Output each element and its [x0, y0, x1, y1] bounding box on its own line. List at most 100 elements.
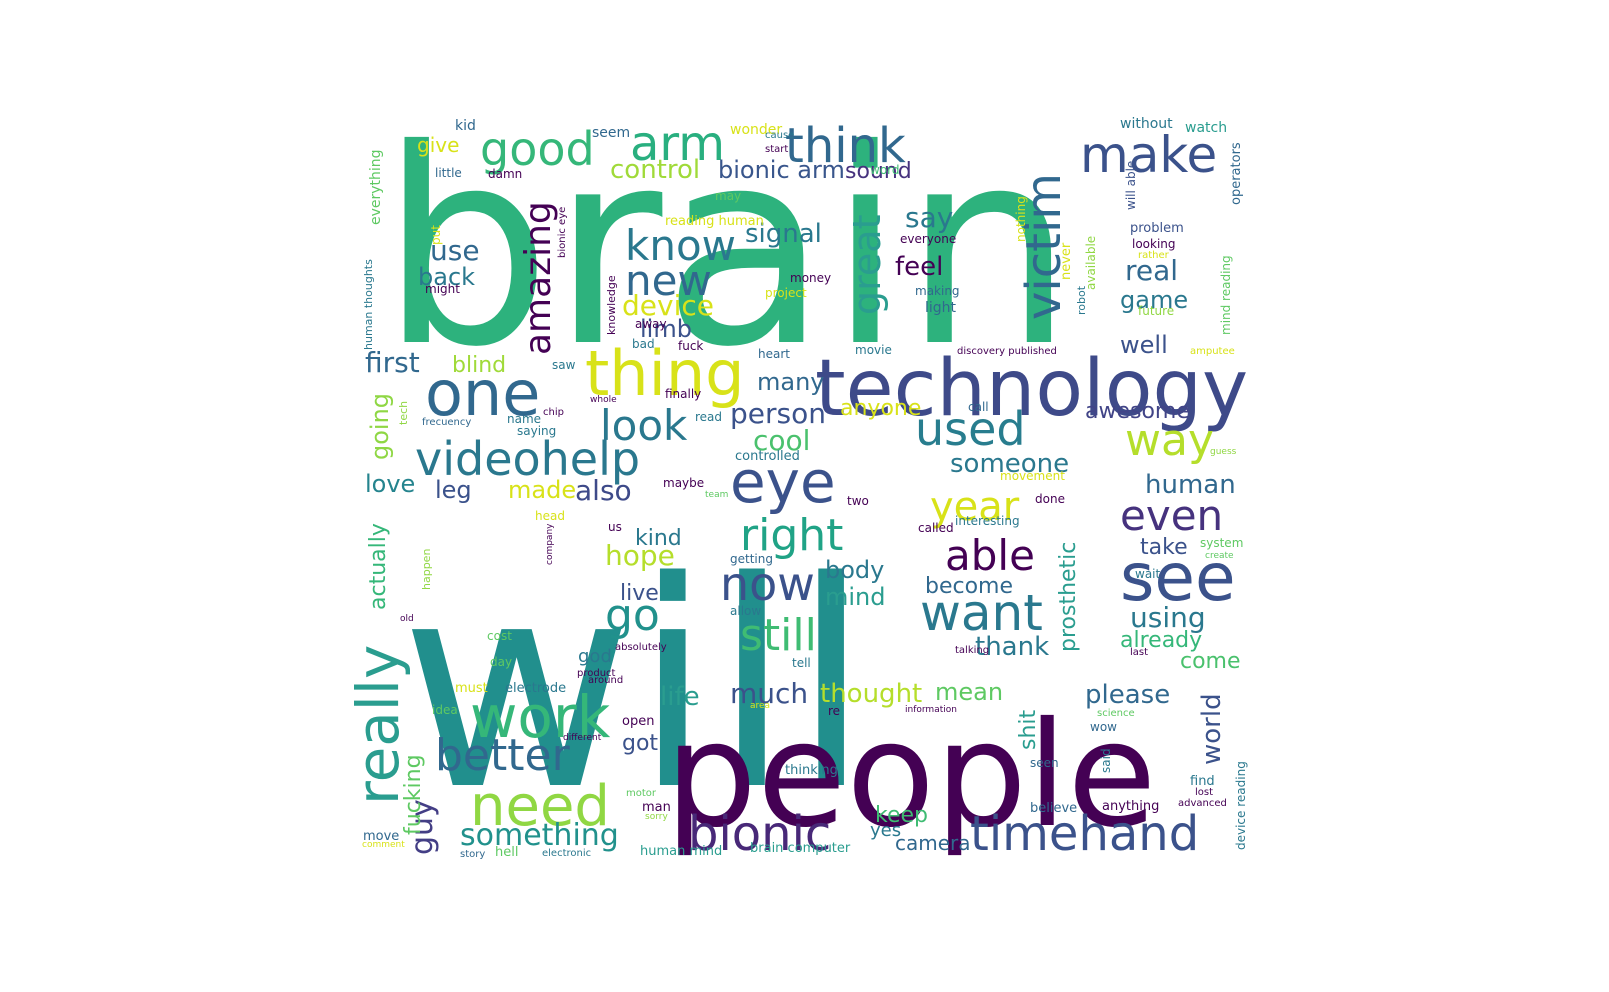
word-hell: hell [495, 845, 518, 860]
word-head: head [535, 509, 565, 523]
word-reading-human: reading human [665, 214, 764, 229]
word-science: science [1097, 708, 1135, 719]
word-comment: comment [362, 840, 405, 850]
word-hope: hope [605, 539, 675, 572]
word-thinking: thinking [785, 763, 838, 778]
word-world: world [1197, 693, 1227, 765]
word-blind: blind [452, 353, 506, 378]
word-arm: arm [630, 116, 725, 172]
word-electrode: electrode [505, 681, 566, 696]
word-work: work [470, 683, 611, 751]
word-brain: brain [380, 91, 1074, 406]
word-better: better [435, 730, 571, 781]
word-way: way [1125, 415, 1214, 466]
word-god: god [578, 646, 612, 667]
word-put: put [429, 225, 443, 245]
word-guy: guy [405, 799, 440, 855]
word-signal: signal [745, 219, 822, 249]
word-timehand: timehand [970, 806, 1199, 862]
word-make: make [1080, 126, 1217, 184]
word-used: used [915, 402, 1026, 456]
word-tech: tech [397, 401, 410, 425]
word-really: really [344, 645, 412, 805]
word-operators: operators [1229, 142, 1244, 205]
word-shit: shit [1016, 709, 1041, 750]
word-camera: camera [895, 831, 971, 855]
word-day: day [490, 655, 512, 669]
word-first: first [365, 346, 420, 379]
word-said: said [1099, 748, 1113, 773]
word-device: device [622, 289, 714, 322]
word-everyone: everyone [900, 232, 956, 246]
word-making: making [915, 284, 960, 298]
word-new: new [625, 256, 712, 305]
word-made: made [508, 476, 576, 504]
word-real: real [1125, 254, 1178, 287]
word-story: story [460, 849, 485, 860]
word-maybe: maybe [663, 476, 704, 490]
word-company: company [545, 523, 555, 565]
word-watch: watch [1185, 120, 1227, 136]
word-yes: yes [870, 820, 901, 841]
word-interesting: interesting [955, 514, 1020, 528]
word-mean: mean [935, 678, 1003, 706]
word-say: say [905, 201, 953, 234]
word-come: come [1180, 649, 1241, 674]
word-seem: seem [592, 125, 630, 141]
word-start: start [765, 144, 788, 155]
word-wow: wow [1090, 720, 1117, 734]
word-wait: wait [1135, 567, 1161, 581]
word-people: people [665, 691, 1157, 860]
word-many: many [757, 368, 825, 396]
word-someone: someone [950, 449, 1069, 479]
word-movie: movie [855, 343, 892, 357]
word-live: live [620, 581, 659, 606]
word-area: area [750, 701, 770, 711]
word-bad: bad [632, 337, 655, 351]
word-seen: seen [1030, 756, 1059, 770]
word-might: might [425, 282, 460, 296]
word-cause: cause [765, 130, 794, 141]
word-money: money [790, 271, 831, 285]
word-game: game [1120, 286, 1188, 314]
word-become: become [925, 574, 1013, 599]
word-technology: technology [815, 344, 1248, 434]
word-human-mind: human mind [640, 844, 722, 859]
word-light: light [925, 300, 957, 316]
word-something: something [460, 818, 619, 853]
word-talking: talking [955, 645, 989, 656]
word-even: even [1120, 491, 1223, 540]
word-amazing: amazing [518, 201, 559, 355]
word-human: human [1145, 470, 1236, 500]
word-nothing: nothing [1014, 196, 1028, 242]
word-without: without [1120, 116, 1173, 132]
word-bionic-eye: bionic eye [557, 207, 568, 258]
word-year: year [930, 484, 1020, 530]
word-bionic-arm: bionic arm [718, 156, 845, 184]
word-use: use [430, 234, 480, 267]
word-mind-reading: mind reading [1219, 255, 1233, 335]
word-go: go [605, 590, 660, 641]
word-good: good [480, 122, 595, 176]
word-keep: keep [875, 803, 928, 828]
word-able: able [945, 531, 1035, 580]
word-look: look [600, 401, 688, 450]
word-different: different [563, 733, 602, 743]
word-saw: saw [552, 358, 576, 372]
word-see: see [1120, 539, 1236, 616]
word-amputee: amputee [1190, 346, 1235, 357]
word-heart: heart [758, 347, 790, 361]
word-happen: happen [420, 549, 433, 590]
word-advanced: advanced [1178, 798, 1227, 809]
word-brain-computer: brain computer [750, 841, 851, 856]
word-control: control [610, 155, 700, 185]
word-move: move [363, 829, 399, 844]
word-around: around [588, 675, 623, 686]
word-name: name [507, 412, 541, 426]
word-allow: allow [730, 604, 761, 618]
word-device-reading: device reading [1234, 761, 1248, 850]
word-create: create [1205, 551, 1234, 561]
word-awesome: awesome [1085, 399, 1190, 424]
word-re: re [828, 704, 840, 718]
